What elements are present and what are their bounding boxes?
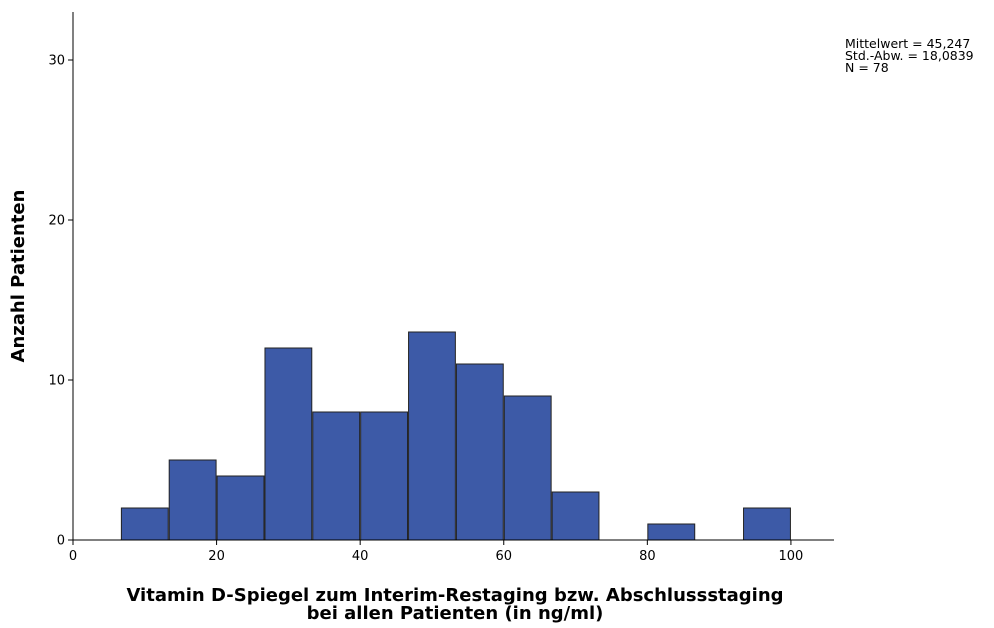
x-axis-title-line-1: Vitamin D-Spiegel zum Interim-Restaging … bbox=[126, 585, 783, 606]
x-tick-label: 80 bbox=[639, 549, 656, 564]
histogram-bar bbox=[408, 331, 456, 541]
histogram-bar bbox=[168, 459, 217, 541]
histogram-bar bbox=[551, 491, 600, 541]
histogram-bar bbox=[743, 507, 791, 541]
x-tick-label: 40 bbox=[352, 549, 369, 564]
histogram-bars bbox=[120, 331, 791, 541]
x-tick-label: 20 bbox=[208, 549, 225, 564]
x-tick-label: 60 bbox=[495, 549, 512, 564]
y-axis-title: Anzahl Patienten bbox=[8, 190, 29, 363]
histogram-bar bbox=[360, 411, 409, 541]
histogram-bar bbox=[120, 507, 169, 541]
stat-std-dev: Std.-Abw. = 18,0839 bbox=[845, 48, 974, 63]
y-tick-label: 10 bbox=[48, 374, 65, 389]
histogram-bar bbox=[455, 363, 504, 541]
histogram-bar bbox=[264, 347, 313, 541]
stat-n: N = 78 bbox=[845, 60, 889, 75]
x-tick-label: 100 bbox=[779, 549, 804, 564]
y-axis-ticks: 0 10 20 30 bbox=[48, 54, 73, 549]
y-tick-label: 20 bbox=[48, 214, 65, 229]
y-tick-label: 30 bbox=[48, 54, 65, 69]
x-tick-label: 0 bbox=[69, 549, 77, 564]
statistics-legend: Mittelwert = 45,247 Std.-Abw. = 18,0839 … bbox=[845, 36, 974, 75]
histogram-bar bbox=[647, 523, 696, 541]
stat-mean: Mittelwert = 45,247 bbox=[845, 36, 971, 51]
y-tick-label: 0 bbox=[57, 534, 65, 549]
histogram-bar bbox=[216, 475, 265, 541]
x-axis-title-line-2: bei allen Patienten (in ng/ml) bbox=[307, 603, 604, 624]
histogram-bar bbox=[312, 411, 361, 541]
histogram-bar bbox=[503, 395, 552, 541]
x-axis-ticks: 0 20 40 60 80 100 bbox=[69, 540, 803, 564]
